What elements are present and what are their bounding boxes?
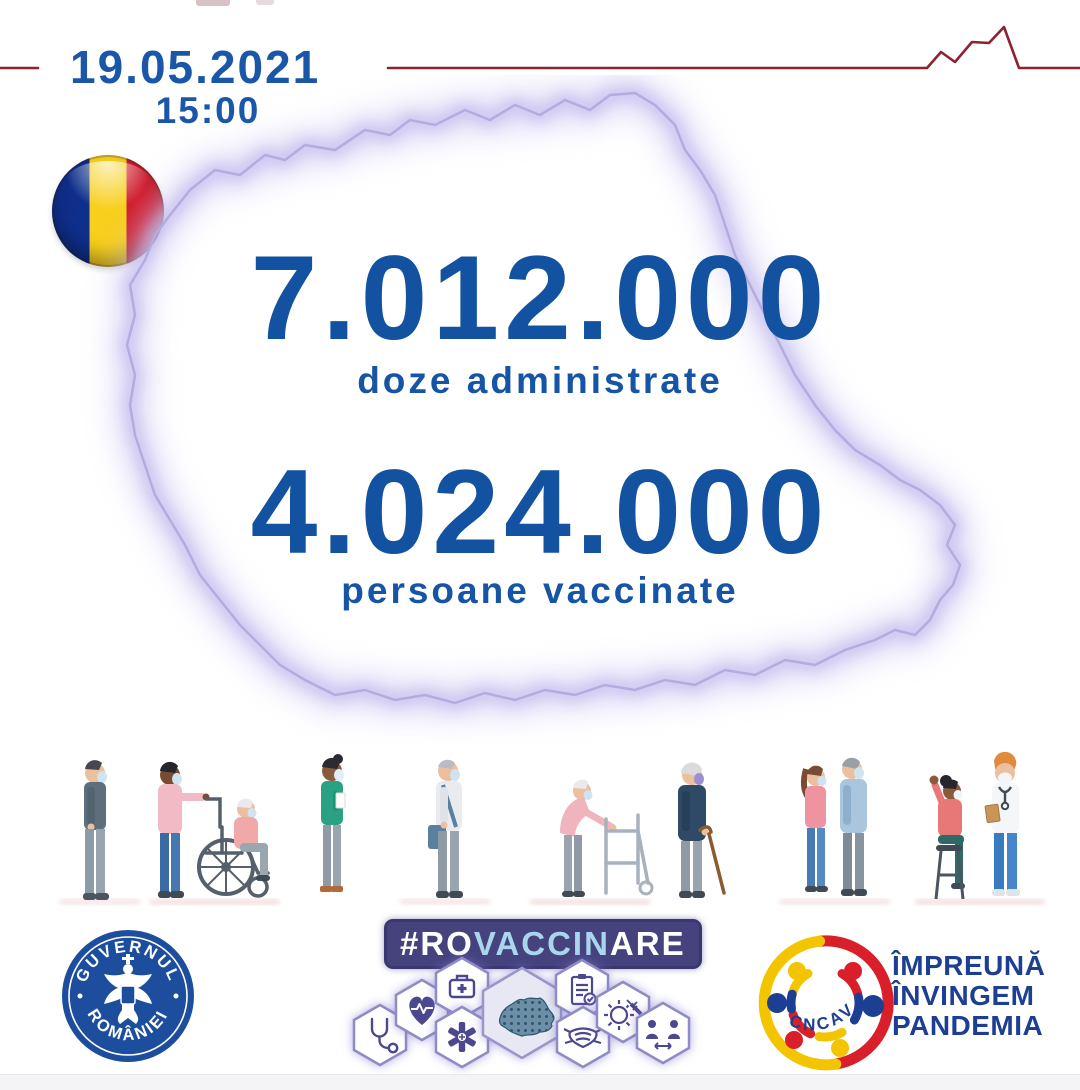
- persons-vaccinated-label: persoane vaccinate: [341, 570, 739, 611]
- hashtag-prefix: #RO: [400, 925, 474, 962]
- clipboard-check-icon: [554, 958, 610, 1022]
- social-distance-icon: [635, 1001, 691, 1065]
- hashtag-highlight: VACCIN: [473, 925, 610, 962]
- medical-hexagon-icons: [340, 950, 710, 1090]
- person-elderly-walker: [560, 779, 654, 897]
- slogan-line: ÎNVINGEM: [892, 980, 1035, 1011]
- cncav-logo: CNCAV: [758, 935, 894, 1071]
- romania-map-outline: [35, 75, 1025, 745]
- doses-administered-value: 7.012.000: [250, 231, 830, 365]
- slogan-line: PANDEMIA: [892, 1010, 1044, 1041]
- queue-of-people-illustration: [60, 751, 1045, 905]
- hashtag-suffix: ARE: [609, 925, 686, 962]
- rovaccinare-hashtag-badge: #ROVACCINARE: [384, 919, 702, 969]
- slogan-line: ÎMPREUNĂ: [892, 950, 1046, 981]
- persons-vaccinated-value: 4.024.000: [250, 445, 830, 579]
- romania-map-icon: [481, 966, 563, 1059]
- bottom-strip: [0, 1074, 1080, 1090]
- star-of-life-icon: [434, 1005, 490, 1069]
- svg-text:CNCAV: CNCAV: [787, 999, 859, 1035]
- person-man-bag: [428, 759, 463, 898]
- cncav-label: CNCAV: [787, 999, 856, 1035]
- top-crop-mark: [196, 0, 230, 6]
- person-couple: [800, 757, 867, 896]
- stethoscope-icon: [352, 1003, 408, 1067]
- person-elderly-cane: [678, 762, 726, 898]
- person-woman-green: [320, 754, 346, 892]
- person-vaccination-pair: [929, 751, 1020, 900]
- government-seal: GUVERNUL ROMÂNIEI: [62, 930, 194, 1062]
- person-standing-man: [83, 760, 109, 900]
- eagle-emblem-icon: [104, 954, 152, 1024]
- campaign-slogan: ÎMPREUNĂ ÎNVINGEM PANDEMIA: [892, 951, 1045, 1041]
- report-date: 19.05.2021: [70, 41, 321, 93]
- report-time: 15:00: [155, 90, 261, 131]
- person-wheelchair-group: [158, 761, 270, 898]
- doses-administered-label: doze administrate: [357, 360, 723, 401]
- top-crop-mark: [256, 0, 274, 5]
- ekg-heartbeat-line: [0, 25, 1080, 70]
